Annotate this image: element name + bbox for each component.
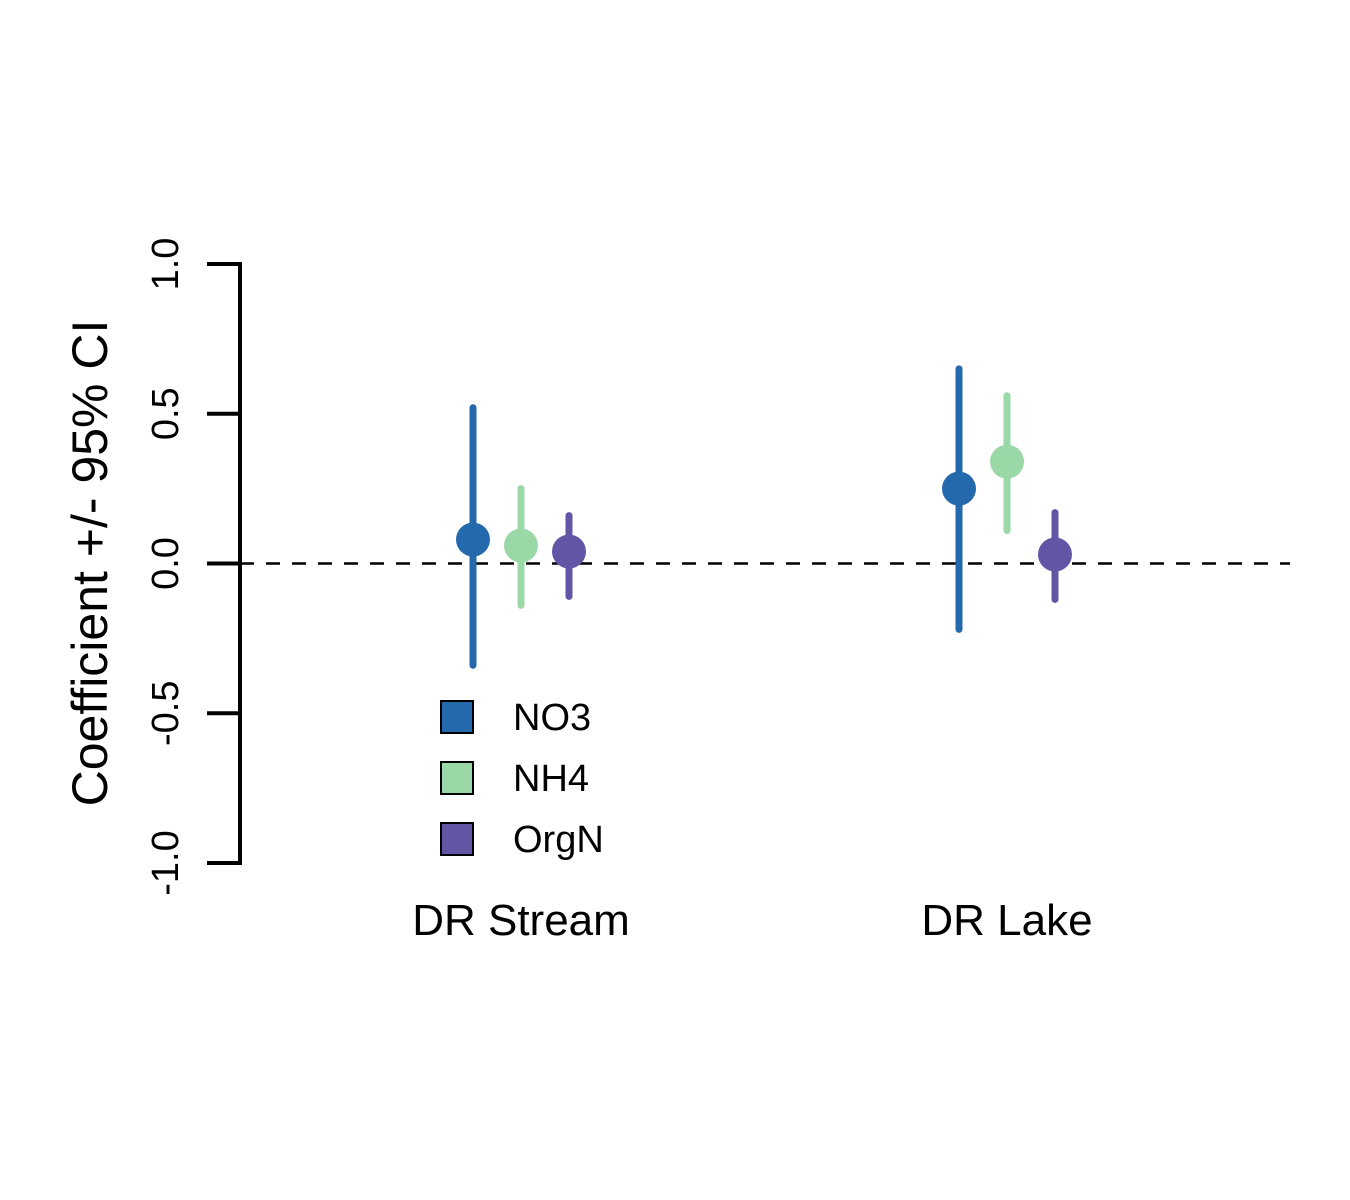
y-axis-title: Coefficient +/- 95% CI: [62, 320, 118, 807]
y-axis: -1.0 -0.5 0.0 0.5 1.0: [145, 238, 242, 896]
estimate-point-nh4-0: [504, 528, 538, 563]
legend-label-nh4: NH4: [513, 758, 589, 800]
legend-swatch-orgn: [440, 822, 474, 856]
category-label: DR Stream: [412, 896, 630, 945]
category-label: DR Lake: [921, 896, 1092, 945]
legend-swatch-no3: [440, 700, 474, 734]
estimate-point-orgn-1: [1038, 537, 1072, 572]
category-labels: DR Stream DR Lake: [412, 896, 1092, 945]
legend-label-orgn: OrgN: [513, 819, 604, 861]
y-tick-label: -1.0: [145, 830, 187, 895]
y-tick-label: 1.0: [145, 238, 187, 291]
estimate-point-nh4-1: [990, 444, 1024, 479]
estimate-point-no3-1: [942, 471, 976, 506]
legend-label-no3: NO3: [513, 697, 591, 739]
estimate-point-orgn-0: [552, 534, 586, 569]
error-bars-layer: [456, 365, 1072, 669]
y-tick-label: 0.5: [145, 387, 187, 440]
estimate-point-no3-0: [456, 522, 490, 557]
legend-swatch-nh4: [440, 761, 474, 795]
legend: NO3 NH4 OrgN: [440, 697, 604, 861]
y-tick-label: 0.0: [145, 537, 187, 590]
y-tick-label: -0.5: [145, 681, 187, 746]
